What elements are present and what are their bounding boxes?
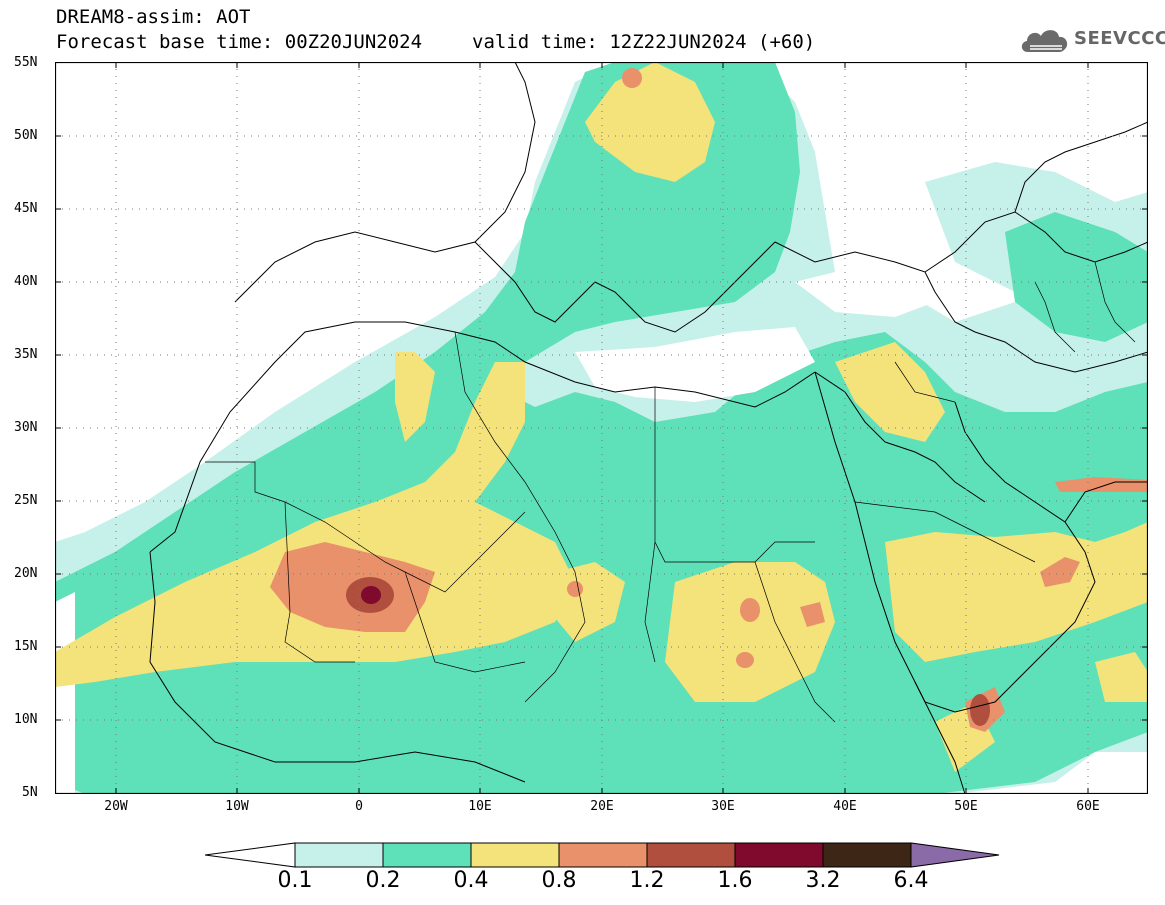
colorbar-segment xyxy=(382,842,472,868)
lon-label: 20E xyxy=(590,799,614,814)
lon-label: 0 xyxy=(355,799,363,814)
lat-label: 50N xyxy=(14,128,38,143)
lon-label: 50E xyxy=(954,799,978,814)
lat-label: 25N xyxy=(14,493,38,508)
lon-label: 60E xyxy=(1076,799,1100,814)
colorbar-segment xyxy=(646,842,736,868)
lat-label: 30N xyxy=(14,420,38,435)
colorbar-tick-label: 0.1 xyxy=(277,868,313,893)
map-title: DREAM8-assim: AOT xyxy=(56,6,251,28)
lon-label: 30E xyxy=(711,799,735,814)
colorbar-segment xyxy=(734,842,824,868)
time-info: Forecast base time: 00Z20JUN2024 valid ti… xyxy=(56,31,815,53)
colorbar-segment xyxy=(558,842,648,868)
logo-text: SEEVCCC xyxy=(1074,28,1165,49)
lat-label: 15N xyxy=(14,639,38,654)
colorbar-tick-label: 3.2 xyxy=(805,868,841,893)
lon-label: 10E xyxy=(468,799,492,814)
lat-label: 45N xyxy=(14,201,38,216)
base-time: Forecast base time: 00Z20JUN2024 xyxy=(56,31,423,53)
lat-label: 55N xyxy=(14,55,38,70)
lat-label: 5N xyxy=(22,785,38,800)
coastlines xyxy=(149,62,1148,794)
colorbar-segment xyxy=(470,842,560,868)
colorbar-tick-label: 6.4 xyxy=(893,868,929,893)
aot-band-0.4 xyxy=(55,62,1148,772)
colorbar-lower-extension xyxy=(205,842,296,868)
valid-time: valid time: 12Z22JUN2024 (+60) xyxy=(472,31,816,53)
clean-air-areas xyxy=(55,267,935,794)
colorbar xyxy=(205,842,1000,868)
seevccc-logo: SEEVCCC xyxy=(1018,24,1165,56)
graticule xyxy=(55,62,1148,794)
colorbar-upper-extension xyxy=(910,842,1000,868)
aot-band-1.6 xyxy=(361,586,381,604)
aot-map xyxy=(55,62,1148,794)
lon-label: 20W xyxy=(104,799,128,814)
colorbar-tick-label: 0.4 xyxy=(453,868,489,893)
lat-label: 40N xyxy=(14,274,38,289)
colorbar-segment xyxy=(294,842,384,868)
lon-label: 40E xyxy=(833,799,857,814)
country-borders xyxy=(205,261,1136,723)
colorbar-segment xyxy=(822,842,912,868)
colorbar-tick-label: 0.8 xyxy=(541,868,577,893)
lat-label: 20N xyxy=(14,566,38,581)
axis-ticks xyxy=(55,62,1148,794)
lon-label: 10W xyxy=(225,799,249,814)
colorbar-tick-label: 0.2 xyxy=(365,868,401,893)
colorbar-tick-label: 1.2 xyxy=(629,868,665,893)
colorbar-tick-label: 1.6 xyxy=(717,868,753,893)
lat-label: 10N xyxy=(14,712,38,727)
cloud-icon xyxy=(1021,30,1068,52)
lat-label: 35N xyxy=(14,347,38,362)
